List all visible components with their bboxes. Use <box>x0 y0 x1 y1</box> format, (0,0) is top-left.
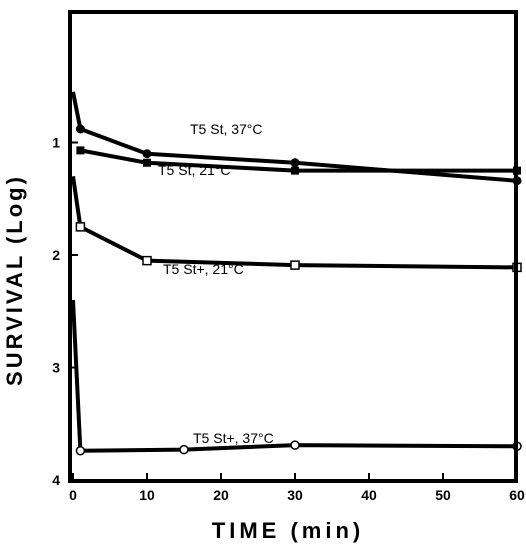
data-point <box>291 166 299 175</box>
data-point <box>76 146 85 155</box>
data-point <box>75 446 86 456</box>
series-line <box>80 148 517 173</box>
x-tick-label: 30 <box>287 487 303 503</box>
plot-frame <box>68 10 518 483</box>
series-line <box>71 176 518 270</box>
x-tick-label: 10 <box>139 487 155 503</box>
data-point <box>75 124 85 134</box>
series-labels: T5 St, 37°C T5 St, 21°C T5 St+, 21°C T5 St+… <box>158 121 274 446</box>
data-point <box>143 158 151 167</box>
series-label: T5 St+, 21°C <box>163 261 244 277</box>
series-label: T5 St, 21°C <box>158 162 231 178</box>
data-point <box>290 440 300 450</box>
x-tick-label: 20 <box>213 487 229 503</box>
x-tick-label: 60 <box>509 487 525 503</box>
series-label: T5 St, 37°C <box>190 121 263 137</box>
x-tick-label: 0 <box>69 487 77 503</box>
x-tick-label: 50 <box>435 487 451 503</box>
y-tick-label: 3 <box>52 360 60 376</box>
y-tick-label: 4 <box>52 472 60 488</box>
y-tick-label: 1 <box>52 135 60 151</box>
series-label: T5 St+, 37°C <box>193 430 274 446</box>
series-line <box>71 299 518 453</box>
axis-ticks: 0 10 20 30 40 50 60 1 2 3 4 <box>52 135 525 504</box>
data-point <box>290 158 300 168</box>
x-tick-label: 40 <box>361 487 377 503</box>
y-tick-label: 2 <box>52 247 60 263</box>
data-point <box>179 444 189 455</box>
data-point <box>75 222 86 232</box>
data-point <box>290 260 300 270</box>
y-axis-title: SURVIVAL (Log) <box>2 174 27 386</box>
data-point <box>142 255 152 266</box>
x-axis-title: TIME (min) <box>212 518 364 543</box>
data-point <box>142 149 152 159</box>
plot-lines <box>71 91 518 453</box>
